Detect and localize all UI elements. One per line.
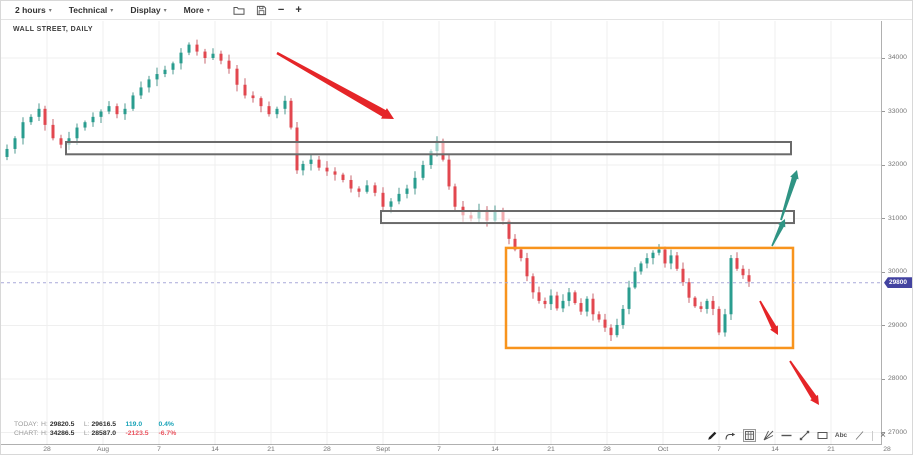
time-axis-label: 28: [883, 446, 891, 453]
time-axis-label: Aug: [96, 446, 110, 453]
time-axis-label: 14: [771, 446, 779, 453]
chart-change: -2123.5: [125, 430, 149, 437]
low-key: L:: [83, 421, 90, 428]
channel-fan-icon[interactable]: [763, 430, 774, 441]
timeframe-menu[interactable]: 2 hours ▾: [15, 5, 52, 15]
horizontal-line-icon[interactable]: [781, 430, 792, 441]
high-key: H:: [41, 430, 48, 437]
zoom-in-icon[interactable]: +: [295, 4, 302, 16]
gridlines: [1, 21, 881, 444]
price-axis-tick: [882, 164, 885, 166]
time-axis-label: 7: [717, 446, 721, 453]
today-stats-row: TODAY: H: 29820.5 L: 29616.5 119.0 0.4%: [14, 420, 176, 429]
time-axis-label: 21: [547, 446, 555, 453]
axis-frame: [1, 21, 882, 448]
time-axis-label: Oct: [657, 446, 669, 453]
price-axis-tick: [882, 271, 885, 273]
price-axis-tick: [882, 57, 885, 59]
high-key: H:: [41, 421, 48, 428]
time-axis-label: 28: [43, 446, 51, 453]
trendline-icon[interactable]: [799, 430, 810, 441]
today-high: 29820.5: [49, 421, 75, 428]
diagonal-line-icon[interactable]: [854, 430, 865, 441]
today-change-pct: 0.4%: [158, 421, 174, 428]
toolbar-divider: [872, 430, 874, 441]
time-axis[interactable]: 28 Aug 7 14 21 28 Sept 7 14 21 28 Oct 7 14 21 28: [1, 445, 891, 454]
annotation-arrows: [276, 51, 819, 405]
consolidation-box: [504, 246, 795, 350]
rectangle-icon[interactable]: [817, 430, 828, 441]
price-axis-label: 27000: [888, 428, 907, 436]
chart-low: 28587.0: [91, 430, 117, 437]
display-label: Display: [130, 5, 161, 15]
price-axis-label: 34000: [888, 54, 907, 61]
session-stats: TODAY: H: 29820.5 L: 29616.5 119.0 0.4% …: [14, 420, 176, 438]
text-tool-icon[interactable]: Abc: [834, 432, 848, 439]
time-axis-label: 28: [323, 446, 331, 453]
top-toolbar: 2 hours ▾ Technical ▾ Display ▾ More ▾ −…: [1, 1, 912, 20]
technical-label: Technical: [68, 5, 108, 15]
chart-change-pct: -6.7%: [158, 430, 177, 437]
pencil-icon[interactable]: [707, 430, 718, 441]
more-menu[interactable]: More ▾: [184, 5, 210, 15]
candlestick-chart[interactable]: [1, 1, 882, 455]
time-axis-label: 21: [267, 446, 275, 453]
resistance-zones: [65, 140, 795, 225]
price-axis-tick: [882, 325, 885, 326]
price-axis-tick: [882, 432, 885, 433]
low-key: L:: [83, 430, 90, 437]
today-change: 119.0: [125, 421, 143, 428]
folder-icon[interactable]: [233, 5, 245, 16]
time-axis-label: 21: [827, 446, 835, 453]
price-axis-label: 28000: [888, 375, 907, 382]
price-axis-tick: [882, 218, 885, 219]
more-label: More: [183, 5, 204, 15]
time-axis-label: 7: [157, 446, 161, 453]
time-axis-label: 7: [437, 446, 441, 453]
timeframe-label: 2 hours: [15, 5, 46, 15]
candlestick-series: [5, 39, 751, 341]
chart-grid-icon[interactable]: [742, 429, 756, 442]
save-icon[interactable]: [256, 5, 267, 16]
price-axis-label: 30000: [888, 268, 907, 275]
display-menu[interactable]: Display ▾: [130, 5, 166, 15]
close-drawings-icon[interactable]: ×: [880, 429, 886, 441]
drawing-toolbar: Abc ×: [707, 429, 886, 442]
current-price-badge: 29800: [884, 277, 912, 289]
price-axis-tick: [882, 378, 885, 380]
instrument-label: WALL STREET, DAILY: [13, 26, 93, 33]
chevron-down-icon: ▾: [48, 7, 52, 14]
time-axis-label: 14: [491, 446, 499, 453]
price-axis-label: 33000: [888, 107, 907, 115]
zoom-out-icon[interactable]: −: [277, 4, 285, 16]
today-low: 29616.5: [91, 421, 117, 428]
chevron-down-icon: ▾: [110, 7, 114, 14]
chevron-down-icon: ▾: [163, 7, 167, 14]
chevron-down-icon: ▾: [206, 7, 210, 14]
today-label: TODAY:: [14, 421, 39, 428]
polyline-arrow-icon[interactable]: [725, 430, 736, 441]
technical-menu[interactable]: Technical ▾: [69, 5, 114, 15]
price-axis-label: 31000: [888, 214, 907, 222]
time-axis-label: Sept: [376, 446, 390, 453]
time-axis-label: 14: [211, 446, 219, 453]
time-axis-label: 28: [603, 446, 611, 453]
price-axis-label: 32000: [888, 161, 907, 168]
price-axis-tick: [882, 111, 885, 112]
price-axis[interactable]: 29800 34000 33000 32000 31000 30000 29000 2800…: [882, 20, 912, 445]
chart-label: CHART:: [14, 430, 39, 437]
price-axis-label: 29000: [888, 321, 907, 329]
chart-high: 34286.5: [49, 430, 75, 437]
chart-stats-row: CHART: H: 34286.5 L: 28587.0 -2123.5 -6.…: [14, 429, 176, 438]
